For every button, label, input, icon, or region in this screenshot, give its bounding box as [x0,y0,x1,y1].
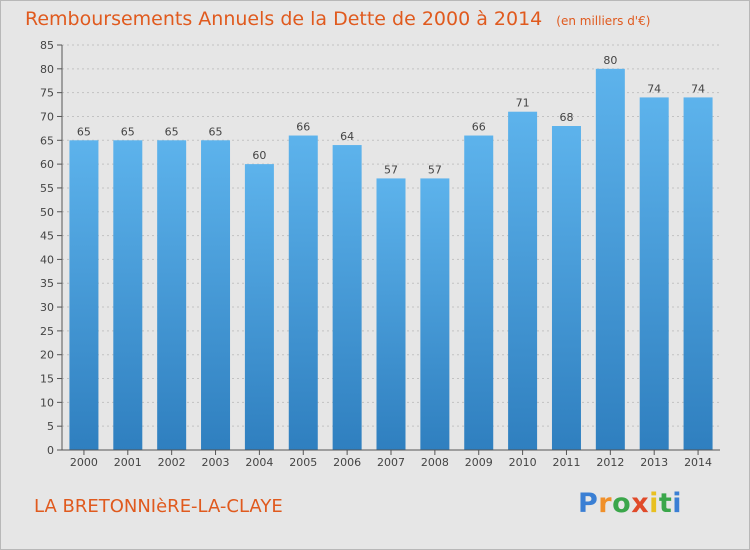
data-label: 65 [165,125,179,138]
y-tick-label: 85 [40,39,54,52]
x-tick-label: 2014 [684,456,712,469]
place-name: LA BRETONNIèRE-LA-CLAYE [34,496,283,517]
x-tick-label: 2000 [70,456,98,469]
data-label: 60 [252,149,266,162]
data-label: 68 [559,111,573,124]
y-tick-label: 25 [40,325,54,338]
bar [244,164,274,450]
bar [464,135,494,450]
bar [332,145,362,450]
data-label: 57 [384,163,398,176]
y-tick-label: 70 [40,110,54,123]
data-label: 71 [516,97,530,110]
y-tick-label: 80 [40,63,54,76]
chart-title-text: Remboursements Annuels de la Dette de 20… [25,8,543,30]
y-tick-label: 20 [40,349,54,362]
x-tick-label: 2002 [158,456,186,469]
bar [595,68,625,450]
x-tick-label: 2004 [245,456,273,469]
data-label: 74 [691,82,705,95]
logo-letter: i [672,488,683,519]
bar [288,135,318,450]
data-label: 57 [428,163,442,176]
bar [683,97,713,450]
chart-title: Remboursements Annuels de la Dette de 20… [25,8,650,30]
y-tick-label: 10 [40,396,54,409]
bar [113,140,143,450]
logo-letter: i [649,488,659,519]
chart-unit: (en milliers d'€) [556,14,651,28]
x-tick-label: 2010 [509,456,537,469]
bar [69,140,99,450]
y-tick-label: 5 [47,420,54,433]
y-tick-label: 30 [40,301,54,314]
data-label: 80 [603,54,617,67]
bar [157,140,187,450]
bar [376,178,406,451]
data-label: 66 [296,121,310,134]
y-tick-label: 35 [40,277,54,290]
bar [508,111,538,451]
y-tick-label: 65 [40,134,54,147]
x-tick-label: 2007 [377,456,405,469]
x-axis: 2000 2001 2002 2003 2004 2005 2006 2007 2008 2009… [62,449,720,469]
bar [420,178,450,451]
data-label: 65 [209,125,223,138]
data-label: 65 [121,125,135,138]
x-tick-label: 2003 [202,456,230,469]
data-label: 66 [472,121,486,134]
y-tick-label: 15 [40,373,54,386]
logo-letter: t [658,488,673,519]
x-tick-label: 2005 [289,456,317,469]
x-tick-label: 2008 [421,456,449,469]
y-tick-label: 50 [40,206,54,219]
bar [639,97,669,450]
data-label: 64 [340,130,354,143]
x-tick-label: 2006 [333,456,361,469]
data-label: 74 [647,82,661,95]
logo-letter: r [598,488,613,519]
x-tick-label: 2011 [552,456,580,469]
y-tick-label: 60 [40,158,54,171]
y-axis: 0 5 10 15 20 25 30 35 40 45 50 55 60 65 70 75 80 85 [40,39,63,457]
logo-letter: x [631,488,650,519]
y-tick-label: 55 [40,182,54,195]
bars [69,68,713,451]
proxiti-logo: Proxiti [578,488,682,519]
bar [551,126,581,450]
y-tick-label: 75 [40,87,54,100]
x-tick-label: 2013 [640,456,668,469]
y-tick-label: 0 [47,444,54,457]
y-tick-label: 45 [40,230,54,243]
x-tick-label: 2012 [596,456,624,469]
data-labels: 65 65 65 65 60 66 64 57 57 66 71 68 80 74 74 [77,54,705,177]
x-tick-label: 2001 [114,456,142,469]
logo-letter: o [612,488,632,519]
x-tick-label: 2009 [465,456,493,469]
y-tick-label: 40 [40,253,54,266]
bar [201,140,231,450]
data-label: 65 [77,125,91,138]
logo-letter: P [578,488,599,519]
